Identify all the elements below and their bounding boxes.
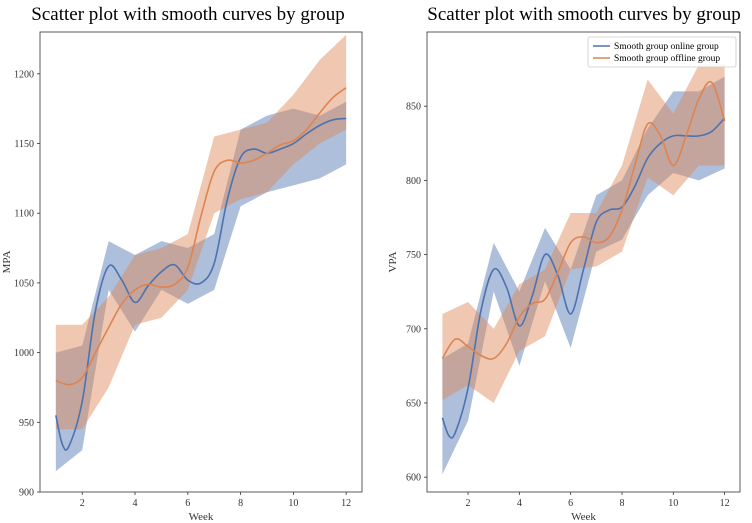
offline-confidence-band (55, 34, 347, 430)
online-confidence-band (442, 76, 725, 475)
online-smooth-line (441, 117, 726, 439)
x-tick-label: 8 (619, 498, 624, 509)
plot-area (441, 64, 726, 475)
chart-title: Scatter plot with smooth curves by group (427, 4, 740, 25)
online-smooth-line (55, 117, 347, 451)
y-tick-label: 600 (406, 473, 421, 484)
offline-smooth-line (55, 87, 347, 386)
offline-confidence-band (442, 64, 725, 403)
y-tick-label: 650 (406, 398, 421, 409)
x-tick-label: 2 (466, 498, 471, 509)
x-tick-label: 12 (720, 498, 730, 509)
y-tick-label: 950 (19, 418, 34, 429)
x-tick-label: 10 (668, 498, 678, 509)
x-tick-label: 10 (288, 498, 298, 509)
chart-title: Scatter plot with smooth curves by group (31, 4, 344, 25)
legend-label: Smooth group online group (614, 42, 719, 52)
x-axis-label: Week (189, 511, 214, 523)
plot-area (55, 34, 347, 472)
online-confidence-band (55, 101, 347, 472)
legend-box (587, 36, 737, 68)
y-tick-label: 900 (19, 488, 34, 499)
x-tick-label: 4 (133, 498, 138, 509)
y-tick-label: 850 (406, 102, 421, 113)
y-tick-label: 750 (406, 250, 421, 261)
offline-smooth-line (441, 80, 726, 360)
chart-mpa: Scatter plot with smooth curves by group… (1, 4, 363, 523)
y-axis-label: MPA (1, 251, 13, 274)
y-tick-label: 800 (406, 176, 421, 187)
y-axis-label: VPA (387, 251, 399, 272)
y-tick-label: 1000 (14, 348, 34, 359)
y-tick-label: 1100 (14, 209, 34, 220)
x-axis-label: Week (571, 511, 596, 523)
y-tick-label: 1200 (14, 69, 34, 80)
x-tick-label: 2 (80, 498, 85, 509)
y-tick-label: 1050 (14, 278, 34, 289)
x-tick-label: 4 (517, 498, 522, 509)
legend-label: Smooth group offline group (614, 53, 720, 64)
x-tick-label: 12 (341, 498, 351, 509)
chart-vpa: Scatter plot with smooth curves by group… (387, 4, 741, 523)
x-tick-label: 6 (568, 498, 573, 509)
axes-frame (39, 31, 363, 493)
axes-frame (426, 31, 741, 493)
y-tick-label: 1150 (14, 139, 34, 150)
x-tick-label: 6 (185, 498, 190, 509)
x-tick-label: 8 (238, 498, 243, 509)
y-tick-label: 700 (406, 324, 421, 335)
